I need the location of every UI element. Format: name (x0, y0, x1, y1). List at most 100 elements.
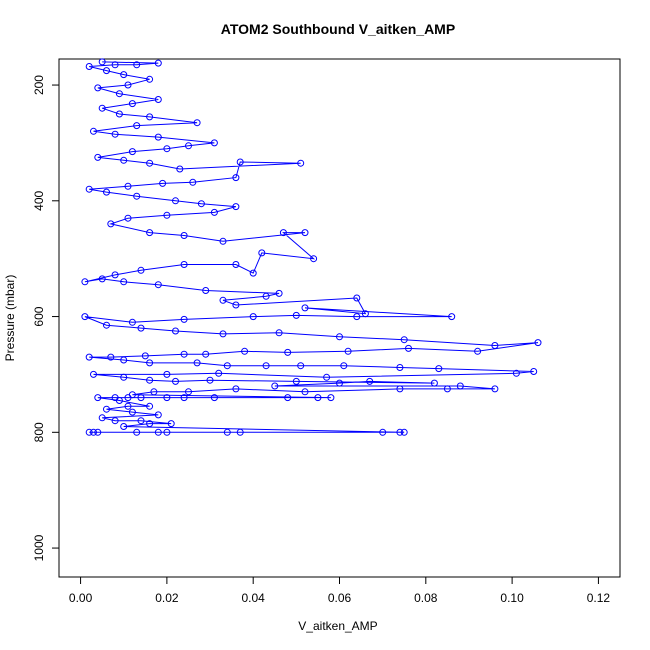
plot-area-frame (58, 58, 621, 578)
data-point (111, 394, 119, 402)
data-point (103, 188, 110, 196)
data-point (172, 377, 179, 385)
data-point (137, 417, 145, 425)
data-point (534, 339, 542, 347)
y-tick-label: 800 (32, 422, 46, 442)
data-point (219, 237, 227, 245)
data-point (94, 84, 102, 92)
data-point (98, 58, 106, 66)
data-point (448, 313, 456, 321)
data-point (310, 255, 318, 263)
data-point (120, 156, 128, 164)
data-point (219, 296, 227, 304)
data-point (443, 385, 451, 393)
data-point (193, 119, 201, 127)
x-axis-label: V_aitken_AMP (298, 619, 377, 633)
data-point (512, 369, 520, 377)
data-point (146, 359, 154, 367)
data-point (210, 394, 218, 402)
data-point (146, 376, 154, 384)
data-point (396, 428, 404, 436)
data-point (163, 145, 171, 153)
data-point (336, 333, 343, 341)
y-tick-label: 1000 (32, 534, 46, 561)
data-point (111, 271, 119, 279)
data-point (491, 342, 499, 349)
data-point (262, 362, 270, 370)
data-point (249, 313, 257, 321)
data-point (146, 402, 154, 410)
data-point (107, 353, 115, 361)
data-point (163, 211, 171, 219)
data-point (107, 220, 115, 228)
data-point (163, 394, 171, 402)
data-point (249, 269, 257, 277)
data-point (223, 362, 231, 370)
data-point (124, 214, 132, 222)
data-point (275, 289, 283, 297)
data-point (124, 402, 132, 410)
data-point (474, 347, 482, 355)
data-point (154, 281, 162, 289)
data-point (232, 385, 240, 393)
data-point (111, 61, 119, 69)
data-point (94, 394, 102, 402)
data-point (172, 327, 179, 335)
data-point (292, 311, 300, 319)
data-point (189, 178, 197, 186)
data-point (167, 420, 175, 428)
data-point (400, 428, 408, 436)
data-point (180, 350, 188, 358)
data-point (284, 394, 292, 402)
data-point (193, 359, 201, 367)
data-point (163, 428, 171, 436)
data-point (133, 192, 141, 200)
data-point (530, 368, 538, 375)
y-axis-label: Pressure (mbar) (3, 275, 17, 362)
x-tick-label: 0.08 (414, 591, 438, 605)
data-point (301, 388, 309, 396)
data-point (90, 370, 97, 378)
data-point (120, 356, 128, 364)
data-point (219, 330, 227, 338)
data-point (120, 373, 128, 381)
data-point (262, 292, 270, 300)
data-point (232, 174, 240, 182)
chart-title: ATOM2 Southbound V_aitken_AMP (221, 21, 455, 37)
data-point (111, 417, 119, 425)
series-layer (81, 58, 542, 436)
data-point (146, 113, 154, 121)
data-point (128, 100, 136, 108)
data-point (215, 369, 223, 377)
data-point (128, 318, 136, 326)
data-point (340, 362, 348, 370)
x-axis: 0.00 0.02 0.04 0.06 0.08 0.10 0.12 (69, 576, 610, 605)
data-point (292, 377, 300, 385)
data-point (344, 347, 352, 355)
data-point (146, 229, 154, 237)
data-point (90, 127, 97, 135)
y-tick-label: 200 (32, 75, 46, 95)
data-point (103, 405, 110, 413)
data-point (115, 90, 123, 98)
data-point (400, 336, 408, 344)
data-point (456, 382, 464, 390)
x-tick-label: 0.06 (328, 591, 352, 605)
data-point (396, 364, 404, 371)
data-point (120, 71, 128, 79)
data-point (141, 352, 149, 360)
y-tick-label: 400 (32, 190, 46, 210)
data-point (185, 388, 192, 396)
data-point (258, 249, 266, 257)
data-point (98, 104, 106, 112)
data-point (435, 365, 443, 373)
data-point (137, 394, 145, 402)
data-point (81, 278, 89, 286)
data-point (85, 428, 93, 436)
data-point (210, 208, 218, 216)
y-axis: 200 400 600 800 1000 (32, 75, 60, 561)
data-point (85, 185, 93, 193)
data-point (180, 232, 188, 239)
data-point (491, 385, 499, 393)
